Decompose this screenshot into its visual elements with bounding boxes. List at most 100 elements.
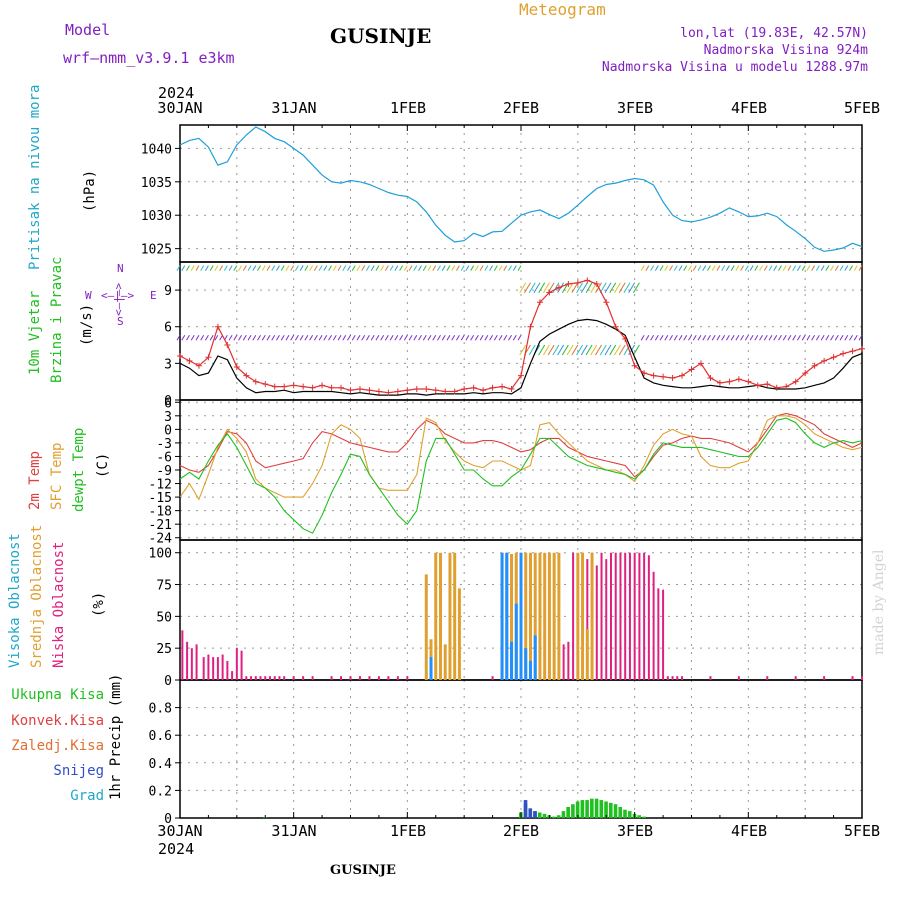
time-label-top-3feb: 3FEB	[616, 99, 654, 117]
wind-barb	[242, 265, 247, 271]
wind-barb	[375, 265, 380, 271]
y-tick-label: 0	[164, 812, 172, 827]
wind-barb	[337, 265, 342, 271]
cloud-bar-low	[567, 641, 570, 680]
wind-barb	[294, 335, 299, 341]
wind-barb	[721, 335, 726, 341]
wind-barb	[247, 265, 252, 271]
wind-barb	[356, 265, 361, 271]
temp-sfc-label: SFC Temp	[49, 442, 65, 510]
wind-barb	[318, 335, 323, 341]
precip-bar-total	[642, 816, 646, 818]
cloud-bar-mid	[434, 552, 438, 680]
y-tick-label: 25	[156, 642, 172, 657]
y-tick-label: 0.6	[149, 729, 172, 744]
wind-barb	[380, 335, 385, 341]
temp-2m-line	[179, 412, 863, 478]
wind-barb	[697, 265, 702, 271]
cloud-bar-low	[676, 676, 679, 680]
wind-gust-marker	[224, 342, 231, 349]
wind-barb	[456, 265, 460, 271]
wind-barb	[768, 335, 773, 341]
cloud-bar-mid	[552, 552, 556, 680]
wind-barb	[792, 335, 797, 341]
wind-barb	[484, 335, 489, 341]
cloud-bar-mid	[557, 552, 561, 680]
wind-barb	[413, 265, 418, 271]
wind-barb	[640, 335, 645, 341]
cloud-bar-low	[226, 660, 229, 680]
wind-gust-marker	[650, 372, 657, 379]
temp-dew-label: dewpt Temp	[71, 427, 87, 512]
wind-gust-marker	[754, 382, 761, 389]
pressure-panel	[179, 126, 863, 252]
wind-gust-marker	[413, 386, 420, 393]
wind-barb	[238, 265, 242, 271]
wind-barb	[351, 335, 356, 341]
cloud-bar-low	[250, 676, 253, 680]
cloud-bar-low	[572, 552, 575, 680]
wind-barb	[384, 335, 389, 341]
wind-barb	[323, 265, 328, 271]
wind-barb	[408, 335, 413, 341]
wind-gust-marker	[177, 353, 183, 360]
y-tick-label: 0.2	[149, 784, 172, 799]
wind-gust-marker	[252, 378, 259, 385]
wind-gust-marker	[404, 387, 411, 394]
wind-barb	[519, 344, 527, 356]
precip-bar-total	[627, 811, 632, 818]
cloud-bar-mid	[538, 552, 542, 680]
wind-barb	[782, 265, 787, 271]
wind-gust-marker	[574, 279, 581, 286]
wind-gust-marker	[347, 387, 354, 394]
wind-barb	[474, 265, 479, 271]
wind-gust-marker	[622, 335, 629, 342]
time-label-bottom-5feb: 5FEB	[843, 822, 881, 840]
wind-barb	[654, 265, 659, 271]
wind-barb	[176, 335, 181, 341]
cloud-bar-mid	[438, 552, 442, 680]
wind-barb	[394, 335, 399, 341]
cloud-bar-mid	[510, 554, 514, 680]
wind-barb	[645, 335, 650, 341]
wind-barb	[561, 344, 569, 356]
precip-bar-total	[594, 798, 599, 818]
wind-barb	[441, 335, 446, 341]
wind-barb	[498, 335, 503, 341]
precip-conv-label: Konvek.Kisa	[11, 713, 104, 729]
wind-barb	[839, 335, 844, 341]
wind-barb	[384, 265, 389, 271]
wind-barb	[858, 265, 863, 271]
wind-gust-marker	[716, 379, 723, 386]
wind-barb	[394, 265, 399, 271]
precip-bar-total	[637, 815, 642, 818]
wind-barb	[181, 335, 186, 341]
wind-barb	[238, 335, 242, 341]
wind-barb	[219, 265, 224, 271]
time-label-top-30jan: 30JAN	[157, 99, 203, 117]
wind-barb	[512, 265, 517, 271]
wind-barb	[711, 335, 716, 341]
wind-barb	[370, 265, 375, 271]
time-label-top-5feb: 5FEB	[843, 99, 881, 117]
precip-unit-label: 1hr Precip (mm)	[108, 673, 124, 800]
wind-barb	[375, 335, 380, 341]
wind-label-b: Brzina i Pravac	[49, 256, 65, 383]
wind-barb	[825, 265, 830, 271]
wind-barb	[209, 265, 214, 271]
precip-frz-label: Zaledj.Kisa	[11, 738, 104, 754]
wind-barb	[725, 265, 730, 271]
cloud-bar-high	[519, 552, 523, 680]
time-label-top-4feb: 4FEB	[730, 99, 768, 117]
wind-gust-marker	[536, 299, 543, 306]
wind-barb	[304, 335, 309, 341]
wind-barb	[659, 335, 664, 341]
precip-bar-total	[552, 816, 556, 818]
wind-barb	[683, 335, 688, 341]
wind-gust-marker	[385, 389, 392, 396]
cloud-bar-low	[794, 676, 797, 680]
wind-gust-marker	[603, 299, 610, 306]
wind-barb	[271, 335, 276, 341]
wind-barb	[664, 335, 669, 341]
wind-barb	[580, 282, 588, 294]
